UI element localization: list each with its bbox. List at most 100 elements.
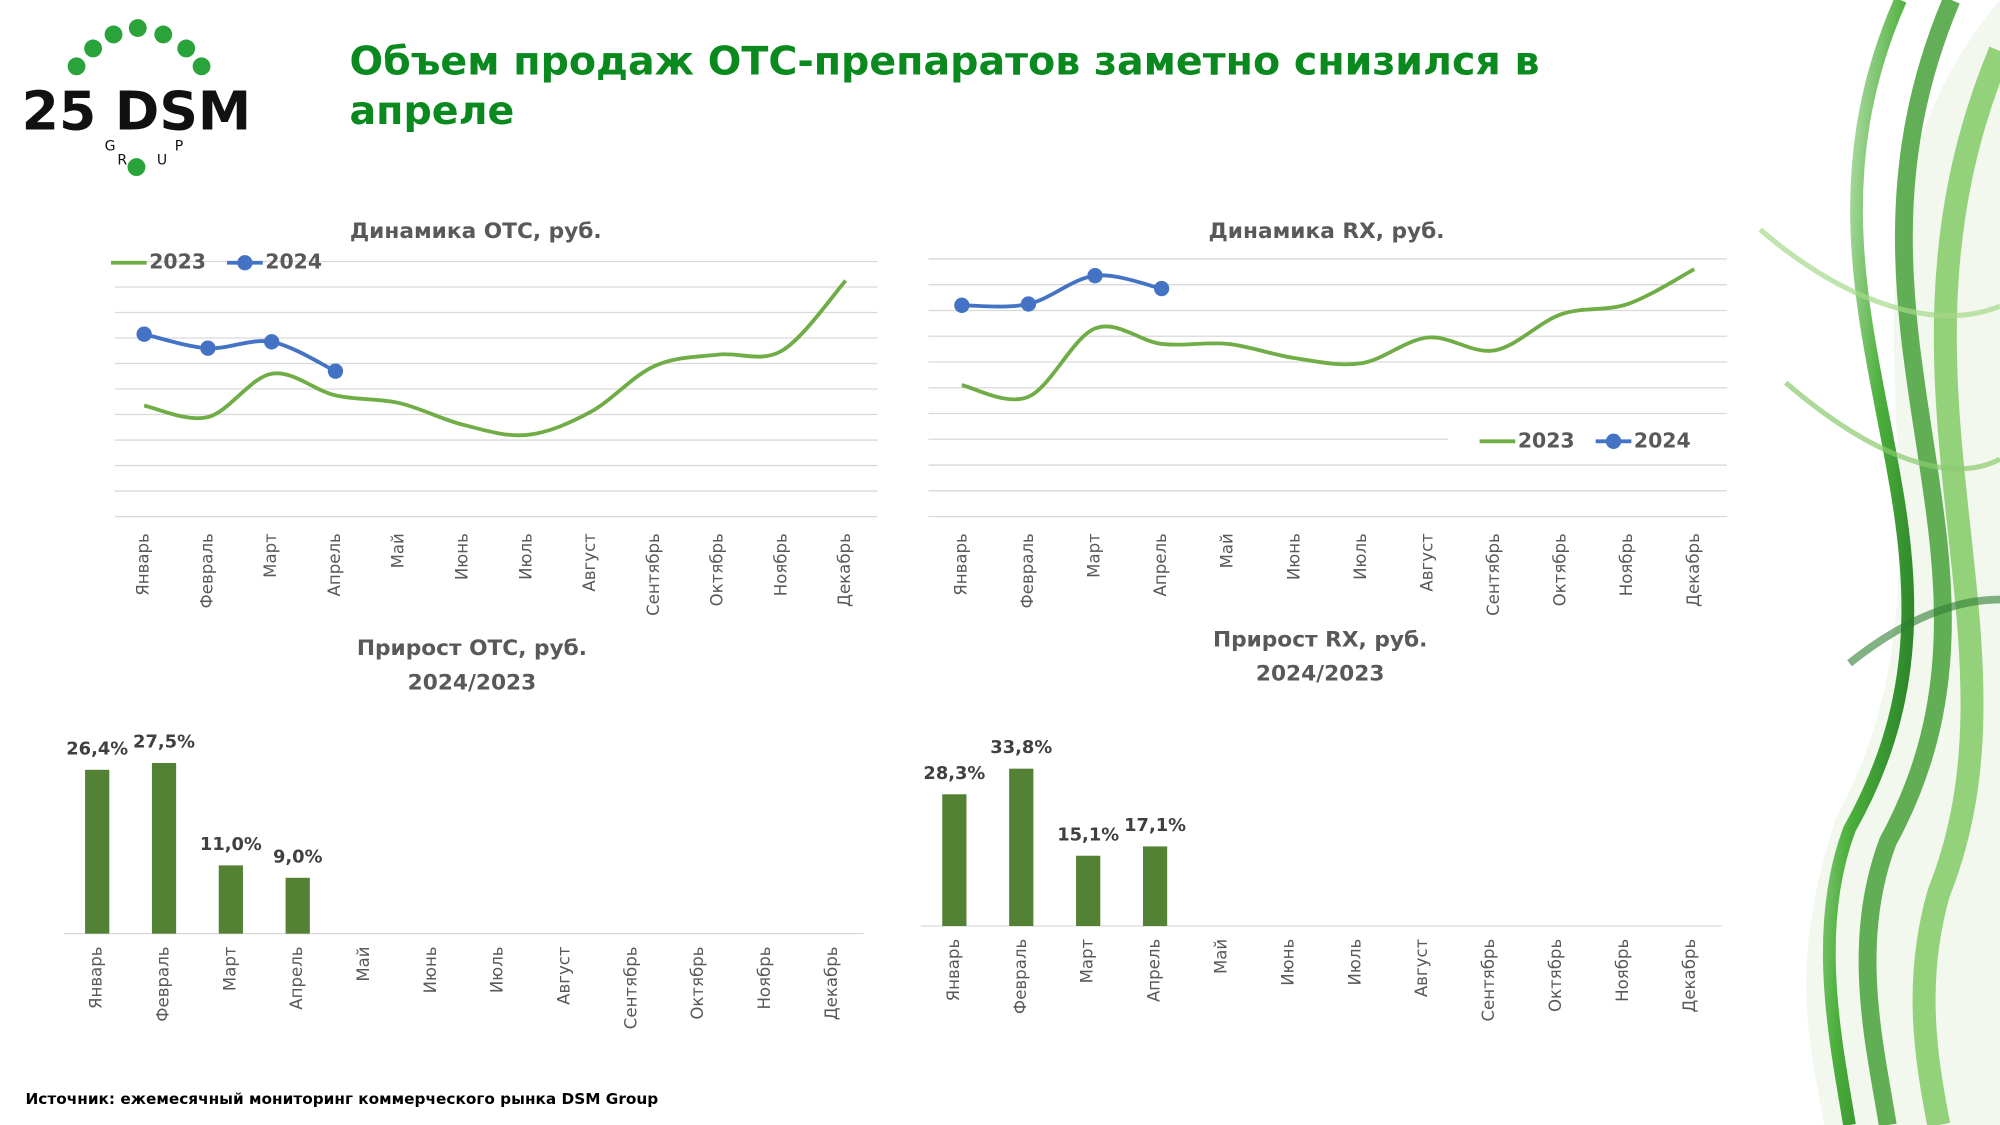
data-label: 28,3% <box>923 763 985 784</box>
point <box>1153 280 1170 297</box>
x-tick-label: Апрель <box>287 946 306 1009</box>
data-label: 27,5% <box>133 732 195 753</box>
x-tick-label: Май <box>389 533 408 568</box>
bar <box>942 794 967 927</box>
x-tick-label: Май <box>1218 533 1237 568</box>
x-tick-label: Ноябрь <box>1613 939 1632 1002</box>
legend-label: 2024 <box>265 250 322 274</box>
bar <box>1142 846 1168 927</box>
slide-title: Объем продаж ОТС-препаратов заметно сниз… <box>349 38 1539 84</box>
legend-marker <box>1605 433 1622 449</box>
x-tick-label: Сентябрь <box>1484 533 1503 616</box>
slide-title: апреле <box>349 88 514 134</box>
legend-marker <box>237 255 253 271</box>
line-series <box>143 332 337 373</box>
x-tick-label: Март <box>1085 533 1104 578</box>
logo: 25 DSM G R U P <box>22 19 252 177</box>
x-tick-label: Декабрь <box>1684 533 1703 607</box>
legend-label: 2023 <box>1518 428 1575 452</box>
x-tick-label: Ноябрь <box>771 533 790 596</box>
bar <box>1076 855 1101 927</box>
data-label: 17,1% <box>1124 815 1186 836</box>
x-tick-label: Январь <box>951 533 970 596</box>
x-tick-label: Ноябрь <box>1617 533 1636 596</box>
x-tick-label: Март <box>220 946 239 991</box>
x-tick-label: Октябрь <box>708 533 727 606</box>
x-tick-label: Август <box>555 946 574 1005</box>
data-label: 15,1% <box>1057 824 1119 845</box>
data-label: 33,8% <box>990 737 1052 758</box>
chart-title: Динамика RX, руб. <box>1209 219 1445 244</box>
x-tick-label: Декабрь <box>835 533 854 607</box>
x-tick-label: Август <box>1417 533 1436 592</box>
x-tick-label: Июнь <box>421 946 440 993</box>
x-tick-label: Февраль <box>1011 939 1030 1014</box>
x-tick-label: Июнь <box>453 533 472 580</box>
bar <box>151 762 177 934</box>
chart-title: 2024/2023 <box>1256 662 1385 687</box>
bar <box>218 865 243 934</box>
x-tick-label: Июль <box>1351 533 1370 580</box>
x-tick-label: Сентябрь <box>1479 939 1498 1022</box>
point <box>200 340 216 356</box>
chart-title: Прирост ОТС, руб. <box>357 636 587 661</box>
line-series <box>961 273 1163 309</box>
logo-letter: G <box>105 139 116 155</box>
point <box>136 326 152 342</box>
x-tick-label: Август <box>580 533 599 592</box>
x-tick-label: Июнь <box>1278 939 1297 986</box>
legend-label: 2024 <box>1634 428 1691 452</box>
source-note: Источник: ежемесячный мониторинг коммерч… <box>26 1090 659 1108</box>
x-tick-label: Январь <box>944 939 963 1002</box>
chart-title: Прирост RX, руб. <box>1213 627 1427 652</box>
x-tick-label: Июль <box>488 946 507 993</box>
x-tick-label: Август <box>1412 938 1431 997</box>
x-tick-label: Февраль <box>197 533 216 608</box>
x-tick-label: Июль <box>1345 939 1364 986</box>
line-series <box>961 267 1696 402</box>
x-tick-label: Апрель <box>1151 533 1170 596</box>
x-tick-label: Апрель <box>1145 939 1164 1002</box>
bar <box>285 877 310 934</box>
point <box>1020 296 1037 312</box>
x-tick-label: Февраль <box>1018 533 1037 608</box>
x-tick-label: Май <box>354 946 373 981</box>
bar <box>1009 768 1034 927</box>
logo-text: 25 DSM <box>22 79 252 142</box>
x-tick-label: Март <box>1078 938 1097 983</box>
point <box>954 297 970 313</box>
x-tick-label: Июнь <box>1284 533 1303 580</box>
data-label: 9,0% <box>273 846 323 867</box>
x-tick-label: Май <box>1211 939 1230 974</box>
logo-letter: U <box>157 153 167 169</box>
logo-letter: P <box>175 139 183 155</box>
data-label: 26,4% <box>66 738 128 759</box>
data-label: 11,0% <box>200 834 262 855</box>
point <box>1087 268 1103 284</box>
x-tick-label: Сентябрь <box>644 533 663 616</box>
x-tick-label: Октябрь <box>688 946 707 1019</box>
x-tick-label: Октябрь <box>1551 533 1570 606</box>
x-tick-label: Сентябрь <box>621 946 640 1029</box>
logo-letter: R <box>117 153 127 169</box>
point <box>264 334 280 350</box>
x-tick-label: Июль <box>516 533 535 580</box>
x-tick-label: Декабрь <box>1680 939 1699 1013</box>
chart-title: 2024/2023 <box>408 671 537 696</box>
line-series <box>143 279 848 438</box>
x-tick-label: Февраль <box>154 946 173 1021</box>
x-tick-label: Ноябрь <box>755 946 774 1009</box>
chart-title: Динамика ОТС, руб. <box>350 219 602 244</box>
x-tick-label: Апрель <box>325 533 344 596</box>
x-tick-label: Январь <box>134 533 153 596</box>
point <box>327 363 344 379</box>
x-tick-label: Октябрь <box>1546 939 1565 1012</box>
legend-label: 2023 <box>149 250 206 274</box>
x-tick-label: Декабрь <box>822 946 841 1020</box>
decoration <box>1758 0 2000 1125</box>
bar <box>85 769 110 934</box>
x-tick-label: Март <box>261 533 280 578</box>
x-tick-label: Январь <box>87 946 106 1009</box>
